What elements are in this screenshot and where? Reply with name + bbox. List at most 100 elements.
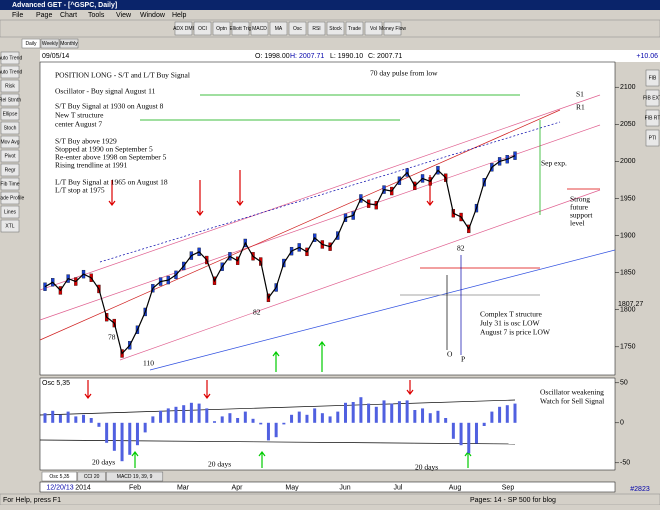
annotation: S1 [576, 90, 584, 99]
annotation: support [570, 211, 593, 220]
toolbar-button[interactable] [269, 21, 288, 36]
osc-bar [351, 402, 355, 423]
osc-bar [105, 422, 109, 443]
osc-bar [505, 405, 509, 423]
toolbar-button[interactable] [345, 21, 364, 36]
osc-tick-label: -50 [620, 460, 630, 467]
osc-bar [320, 413, 324, 423]
osc-bar [513, 403, 517, 423]
osc-bar [228, 413, 232, 423]
osc-bar [467, 422, 471, 454]
osc-bar [120, 422, 124, 462]
toolbar-button[interactable] [250, 21, 269, 36]
status-pages: Pages: 14 - SP 500 for blog [470, 497, 556, 504]
menu-item[interactable]: Tools [88, 12, 105, 19]
tool-button[interactable] [0, 191, 20, 205]
menu-item[interactable]: Chart [60, 12, 77, 19]
menu-item[interactable]: View [116, 12, 132, 19]
tool-button[interactable] [0, 51, 20, 65]
annotation: Stopped at 1990 on September 5 [55, 145, 153, 154]
toolbar-button[interactable] [383, 21, 402, 36]
indicator-tab[interactable] [106, 471, 164, 482]
osc-bar [189, 402, 193, 423]
tool-button[interactable] [0, 121, 20, 135]
tool-button[interactable] [0, 149, 20, 163]
tool-button[interactable] [0, 163, 20, 177]
tool-button[interactable] [0, 107, 20, 121]
arrows [84, 170, 472, 468]
osc-arrow [258, 451, 266, 468]
osc-bar [251, 418, 255, 423]
header-close: C: 2007.71 [368, 53, 402, 60]
osc-bar [382, 400, 386, 423]
y-tick-label: 2000 [620, 158, 636, 165]
header-date: 09/05/14 [42, 53, 69, 60]
tool-label: Regr [5, 167, 16, 173]
osc-bar [51, 410, 55, 423]
toolbar-button[interactable] [326, 21, 345, 36]
indicator-tab-label: Osc 5,35 [49, 474, 69, 480]
status-bar [0, 493, 660, 506]
tool-button[interactable] [0, 79, 20, 93]
x-axis-label: 2014 [75, 484, 91, 491]
osc-bar [259, 422, 263, 425]
annotation: L/T stop at 1975 [55, 186, 105, 195]
period-tab[interactable] [40, 38, 60, 49]
tool-button[interactable] [645, 89, 660, 107]
tool-button[interactable] [0, 65, 20, 79]
osc-note: 20 days [208, 460, 231, 469]
osc-bar [436, 410, 440, 423]
toolbar-button[interactable] [288, 21, 307, 36]
toolbar-button[interactable] [174, 21, 193, 36]
tool-button[interactable] [645, 69, 660, 87]
osc-band [39, 399, 516, 416]
osc-bar [166, 408, 170, 423]
period-label: Daily [25, 41, 37, 47]
osc-bar [274, 422, 278, 438]
tool-label: Stoch [4, 125, 17, 131]
toolbar-button[interactable] [212, 21, 231, 36]
period-tab[interactable] [59, 38, 79, 49]
toolbar-label: Elliott Trig [230, 26, 252, 32]
tool-button[interactable] [645, 129, 660, 147]
osc-bar [143, 422, 147, 433]
tool-button[interactable] [0, 177, 20, 191]
tool-button[interactable] [0, 219, 20, 233]
toolbar-label: Optn [216, 26, 227, 32]
tool-button[interactable] [0, 205, 20, 219]
indicator-tab[interactable] [41, 471, 78, 482]
period-tab[interactable] [21, 38, 41, 49]
osc-bar [89, 418, 93, 423]
x-axis-label: Jul [394, 484, 403, 491]
toolbar-button[interactable] [364, 21, 383, 36]
toolbar-button[interactable] [231, 21, 250, 36]
osc-bar [305, 414, 309, 423]
menu-item[interactable]: File [12, 12, 23, 19]
osc-bar [490, 411, 494, 423]
toolbar-label: OCI [198, 26, 207, 32]
tool-button[interactable] [0, 93, 20, 107]
annotation: 70 day pulse from low [370, 69, 438, 78]
annotation: 82 [457, 244, 465, 253]
toolbar-label: MACD [252, 26, 267, 32]
tool-button[interactable] [645, 109, 660, 127]
chart-header [40, 50, 660, 62]
osc-bar [74, 416, 78, 423]
tool-label: Pivot [4, 153, 16, 159]
toolbar-button[interactable] [307, 21, 326, 36]
osc-bar [359, 397, 363, 423]
menu-item[interactable]: Window [140, 12, 166, 19]
menu-item[interactable]: Page [36, 12, 52, 19]
osc-bar [374, 406, 378, 423]
toolbar-button[interactable] [193, 21, 212, 36]
toolbar-label: MA [275, 26, 283, 32]
tool-label: FIB [649, 75, 657, 81]
menu-item[interactable]: Help [172, 12, 187, 19]
osc-bar [282, 422, 286, 425]
tool-label: Risk [5, 83, 15, 89]
tool-button[interactable] [0, 135, 20, 149]
osc-bar [128, 422, 132, 455]
osc-bar [220, 416, 224, 423]
indicator-tab[interactable] [77, 471, 106, 482]
osc-band [39, 439, 516, 445]
